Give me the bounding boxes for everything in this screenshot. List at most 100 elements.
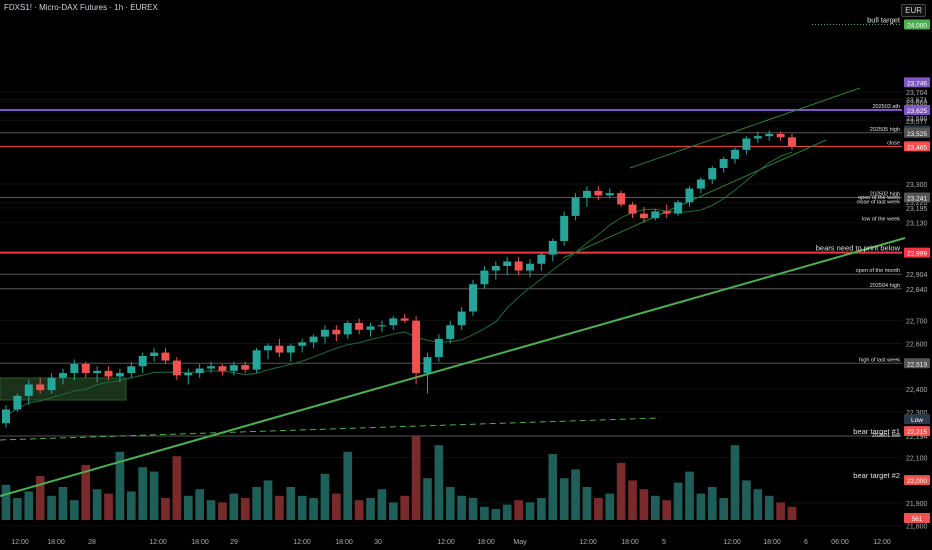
level-label: low of the week bbox=[862, 217, 900, 223]
volume-bar bbox=[514, 500, 523, 520]
candle-body bbox=[514, 261, 523, 271]
price-tick-label: 22,600 bbox=[906, 341, 928, 348]
time-tick-label: 12:00 bbox=[873, 539, 891, 546]
main-uptrend-line[interactable] bbox=[0, 237, 906, 497]
candle-body bbox=[628, 204, 637, 214]
volume-bar bbox=[377, 489, 387, 520]
candle-body bbox=[47, 377, 56, 391]
volume-bar bbox=[776, 502, 785, 520]
candle-body bbox=[377, 325, 386, 327]
volume-bar bbox=[696, 493, 706, 520]
volume-bar bbox=[275, 495, 284, 520]
time-tick-label: 06:00 bbox=[831, 539, 849, 546]
time-tick-label: 28 bbox=[88, 539, 96, 546]
dashed-trend-line[interactable] bbox=[0, 417, 661, 441]
volume-bar bbox=[616, 462, 626, 520]
volume-bar bbox=[502, 504, 512, 520]
level-label: close bbox=[887, 140, 900, 146]
candle-body bbox=[571, 197, 580, 216]
price-tag[interactable] bbox=[904, 426, 930, 437]
level-label: bear target #1 bbox=[853, 427, 900, 436]
volume-bar bbox=[388, 502, 398, 520]
price-tag[interactable] bbox=[904, 414, 930, 425]
time-tick-label: 12:00 bbox=[11, 539, 29, 546]
price-tag[interactable] bbox=[904, 247, 930, 258]
volume-bar bbox=[673, 482, 683, 520]
price-tag-label: 22,000 bbox=[907, 478, 927, 485]
volume-bar bbox=[628, 480, 637, 520]
volume-bar bbox=[58, 487, 68, 520]
candle-body bbox=[13, 395, 22, 410]
volume-bar bbox=[480, 506, 489, 520]
price-tick-label: 21,800 bbox=[906, 524, 928, 531]
volume-bar bbox=[229, 493, 239, 520]
candle-body bbox=[753, 136, 762, 139]
level-label: 202504 high bbox=[870, 283, 900, 289]
price-tick-label: 23,220 bbox=[906, 200, 928, 207]
candle-body bbox=[24, 384, 33, 396]
price-tag[interactable] bbox=[904, 475, 930, 486]
candle-body bbox=[742, 138, 751, 150]
volume-bar bbox=[115, 451, 125, 520]
volume-bar bbox=[559, 478, 569, 520]
price-tag[interactable] bbox=[904, 192, 930, 203]
time-tick-label: 12:00 bbox=[579, 539, 597, 546]
candle-body bbox=[70, 363, 79, 374]
price-tag[interactable] bbox=[904, 141, 930, 152]
candle-body bbox=[286, 345, 295, 353]
time-tick-label: 30 bbox=[374, 539, 382, 546]
level-label: bull target bbox=[867, 16, 901, 25]
candle-body bbox=[150, 352, 159, 356]
price-tick-label: 21,900 bbox=[906, 501, 928, 508]
volume-bar bbox=[24, 491, 34, 520]
price-tag[interactable] bbox=[904, 77, 930, 88]
volume-bar bbox=[332, 493, 341, 520]
candle-body bbox=[332, 329, 341, 335]
horizontal-levels bbox=[0, 24, 902, 437]
candle-body bbox=[651, 211, 660, 219]
price-tick-label: 23,660 bbox=[906, 100, 928, 107]
volume-bar bbox=[582, 487, 592, 520]
time-tick-label: 12:00 bbox=[293, 539, 311, 546]
candle-body bbox=[320, 329, 329, 337]
time-tick-label: 18:00 bbox=[621, 539, 639, 546]
volume-bar bbox=[548, 454, 558, 520]
volume-bar bbox=[35, 476, 45, 520]
price-axis[interactable]: 23,70423,67123,66023,61623,59023,57723,5… bbox=[904, 19, 930, 550]
volume-bar bbox=[149, 471, 159, 520]
time-tick-label: 18:00 bbox=[335, 539, 353, 546]
time-tick-label: 12:00 bbox=[437, 539, 455, 546]
level-labels: bull target 202503 ath 202505 high close 202… bbox=[816, 16, 901, 481]
candle-body bbox=[617, 193, 626, 205]
candle-body bbox=[548, 240, 557, 255]
price-tick-label: 23,704 bbox=[906, 90, 928, 97]
volume-bar bbox=[172, 456, 182, 520]
candle-body bbox=[389, 318, 398, 326]
volume-bar bbox=[206, 500, 216, 520]
price-tick-label: 22,700 bbox=[906, 319, 928, 326]
candle-body bbox=[434, 338, 443, 358]
volume-bar bbox=[252, 487, 261, 520]
volume-bar bbox=[1, 484, 11, 520]
price-tag[interactable] bbox=[904, 358, 930, 369]
price-tag-label: 561 bbox=[912, 516, 923, 523]
candle-body bbox=[172, 360, 181, 376]
volume-bar bbox=[491, 509, 501, 520]
volume-bar bbox=[126, 491, 136, 520]
volume-bar bbox=[730, 445, 740, 520]
candle-body bbox=[309, 336, 318, 343]
candle-body bbox=[138, 355, 147, 367]
time-axis[interactable]: 12:00 18:00 28 12:00 18:00 29 12:00 18:00 30 12:0… bbox=[0, 532, 932, 550]
price-tag[interactable] bbox=[904, 513, 930, 523]
channel-bottom-line[interactable] bbox=[562, 139, 827, 259]
price-tag[interactable] bbox=[904, 127, 930, 138]
price-tag[interactable] bbox=[904, 104, 930, 115]
price-tag[interactable] bbox=[904, 19, 930, 30]
currency-badge[interactable]: EUR bbox=[901, 4, 926, 17]
channel-top-line[interactable] bbox=[629, 87, 861, 169]
candle-body bbox=[605, 193, 614, 196]
volume-bar bbox=[309, 498, 318, 520]
candle-body bbox=[36, 384, 45, 391]
